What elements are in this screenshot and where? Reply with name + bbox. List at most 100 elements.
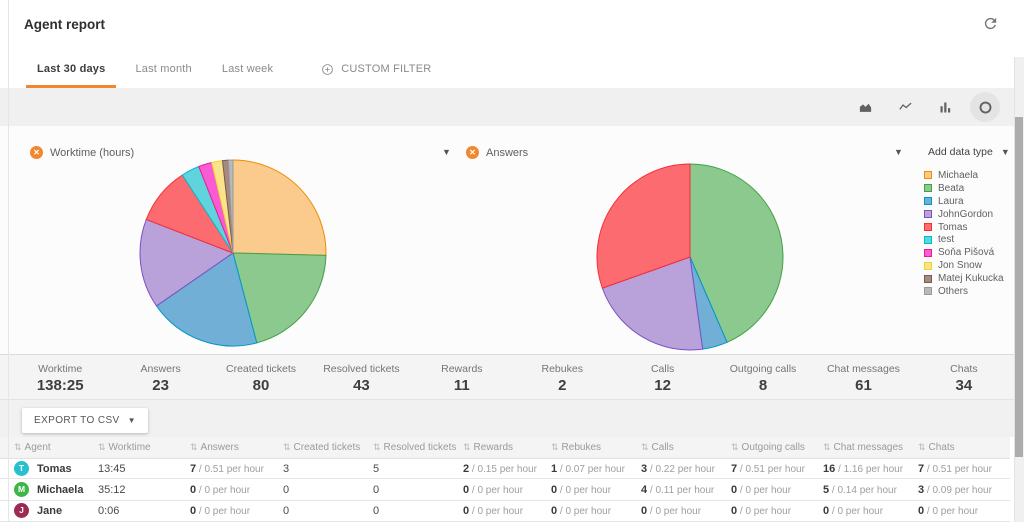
stat-value: 34: [955, 377, 973, 394]
pie-slice-Others[interactable]: [227, 159, 234, 254]
vertical-scrollbar-thumb[interactable]: [1015, 117, 1023, 457]
legend-item-Matej Kukucka[interactable]: Matej Kukucka: [924, 272, 1004, 285]
tab-bar: Last 30 days Last month Last week CUSTOM…: [0, 50, 446, 88]
legend-item-Tomas[interactable]: Tomas: [924, 221, 1004, 234]
tab-custom-filter[interactable]: CUSTOM FILTER: [306, 50, 446, 88]
legend-item-Jon Snow[interactable]: Jon Snow: [924, 259, 1004, 272]
pie-slice-JohnGordon[interactable]: [139, 218, 235, 307]
summary-stats-band: Worktime 138:25 Answers 23 Created tickets 80…: [0, 354, 1024, 400]
remove-worktime-chart-icon[interactable]: ✕: [30, 146, 43, 159]
add-data-type-dropdown[interactable]: Add data type ▼: [928, 146, 1010, 158]
stat-rewards: Rewards 11: [412, 355, 512, 399]
page-title: Agent report: [24, 17, 105, 32]
stat-rebukes: Rebukes 2: [512, 355, 612, 399]
pie-slice-Beata[interactable]: [689, 163, 784, 343]
pie-chart-icon[interactable]: [970, 92, 1000, 122]
agent-cell: M Michaela: [14, 482, 98, 498]
pie-slice-Tomas[interactable]: [596, 163, 691, 289]
column-header-rebukes[interactable]: ⇅ Rebukes: [551, 442, 641, 453]
tab-last-week[interactable]: Last week: [207, 50, 288, 88]
line-chart-icon[interactable]: [890, 92, 920, 122]
tab-last-30-days[interactable]: Last 30 days: [22, 50, 120, 88]
tab-last-month[interactable]: Last month: [120, 50, 206, 88]
agents-table: ⇅ Agent ⇅ Worktime ⇅ Answers ⇅ Created tickets ⇅…: [0, 437, 1010, 522]
table-cell: 7 / 0.51 per hour: [731, 462, 805, 475]
column-label: Answers: [200, 442, 239, 453]
table-cell: 0 / 0 per hour: [641, 504, 702, 517]
legend-item-Others[interactable]: Others: [924, 285, 1004, 298]
pie-slice-JohnGordon[interactable]: [601, 256, 704, 351]
export-to-csv-button[interactable]: EXPORT TO CSV ▼: [22, 408, 148, 433]
stat-value: 138:25: [36, 377, 84, 394]
stat-label: Worktime: [38, 363, 83, 375]
table-cell: 3 / 0.22 per hour: [641, 462, 715, 475]
export-band: EXPORT TO CSV ▼: [0, 400, 1024, 437]
stat-chats: Chats 34: [914, 355, 1014, 399]
area-chart-icon[interactable]: [850, 92, 880, 122]
stat-label: Outgoing calls: [729, 363, 797, 375]
answers-pie-chart[interactable]: [595, 162, 785, 352]
stat-label: Rewards: [441, 363, 483, 375]
agent-cell: T Tomas: [14, 461, 98, 477]
vertical-scrollbar-track[interactable]: [1014, 57, 1024, 522]
avatar: J: [14, 503, 29, 519]
column-header-answers[interactable]: ⇅ Answers: [190, 442, 283, 453]
sort-icon: ⇅: [14, 442, 22, 452]
legend-swatch: [924, 184, 932, 193]
avatar: M: [14, 482, 29, 498]
table-cell: 0 / 0 per hour: [463, 483, 524, 496]
legend-swatch: [924, 235, 932, 244]
worktime-chart-dropdown-icon[interactable]: ▼: [442, 147, 451, 157]
legend-swatch: [924, 223, 932, 231]
stat-value: 2: [558, 377, 567, 394]
column-header-rewards[interactable]: ⇅ Rewards: [463, 442, 551, 453]
table-cell: 0 / 0 per hour: [190, 504, 251, 517]
sort-icon: ⇅: [190, 442, 198, 452]
legend-item-Laura[interactable]: Laura: [924, 195, 1004, 208]
table-cell: 0:06: [98, 504, 120, 517]
column-header-calls[interactable]: ⇅ Calls: [641, 442, 731, 453]
pie-slice-Beata[interactable]: [232, 252, 327, 344]
column-label: Rewards: [473, 442, 514, 453]
legend-label: Michaela: [938, 169, 979, 181]
legend-item-Beata[interactable]: Beata: [924, 182, 1004, 195]
remove-answers-chart-icon[interactable]: ✕: [466, 146, 479, 159]
column-label: Calls: [651, 442, 674, 453]
legend-item-Michaela[interactable]: Michaela: [924, 169, 1004, 182]
stat-label: Rebukes: [541, 363, 583, 375]
answers-chart-dropdown-icon[interactable]: ▼: [894, 147, 903, 157]
legend-item-Soňa Pišová[interactable]: Soňa Pišová: [924, 246, 1004, 259]
table-cell: 0 / 0 per hour: [463, 504, 524, 517]
column-header-outgoing-calls[interactable]: ⇅ Outgoing calls: [731, 442, 823, 453]
column-header-agent[interactable]: ⇅ Agent: [14, 442, 98, 453]
legend-label: Beata: [938, 182, 965, 194]
stat-calls: Calls 12: [612, 355, 712, 399]
table-cell: 2 / 0.15 per hour: [463, 462, 537, 475]
column-header-chats[interactable]: ⇅ Chats: [918, 442, 1010, 453]
stat-label: Chat messages: [826, 363, 900, 375]
pie-slice-Laura[interactable]: [155, 252, 258, 347]
stat-value: 23: [152, 377, 169, 394]
sort-icon: ⇅: [283, 442, 291, 452]
pie-slice-Michaela[interactable]: [232, 159, 327, 256]
refresh-icon[interactable]: [982, 15, 1002, 35]
sort-icon: ⇅: [641, 442, 649, 452]
sort-icon: ⇅: [463, 442, 471, 452]
bar-chart-icon[interactable]: [930, 92, 960, 122]
legend-label: Laura: [938, 195, 964, 207]
column-header-worktime[interactable]: ⇅ Worktime: [98, 442, 190, 453]
table-row-jane[interactable]: J Jane 0:06 0 / 0 per hour 0 0 0 / 0 per hour 0…: [0, 500, 1010, 522]
worktime-pie-chart[interactable]: [138, 158, 328, 348]
table-row-tomas[interactable]: T Tomas 13:45 7 / 0.51 per hour 3 5 2 / 0.15 p…: [0, 458, 1010, 480]
tab-label: CUSTOM FILTER: [341, 63, 432, 75]
legend-item-test[interactable]: test: [924, 233, 1004, 246]
sort-icon: ⇅: [918, 442, 926, 452]
stat-outgoing-calls: Outgoing calls 8: [713, 355, 813, 399]
table-row-michaela[interactable]: M Michaela 35:12 0 / 0 per hour 0 0 0 / 0 per …: [0, 479, 1010, 501]
legend-item-JohnGordon[interactable]: JohnGordon: [924, 208, 1004, 221]
table-cell: 0 / 0 per hour: [190, 483, 251, 496]
column-header-resolved-tickets[interactable]: ⇅ Resolved tickets: [373, 442, 463, 453]
column-header-chat-messages[interactable]: ⇅ Chat messages: [823, 442, 918, 453]
stat-value: 61: [855, 377, 872, 394]
column-header-created-tickets[interactable]: ⇅ Created tickets: [283, 442, 373, 453]
